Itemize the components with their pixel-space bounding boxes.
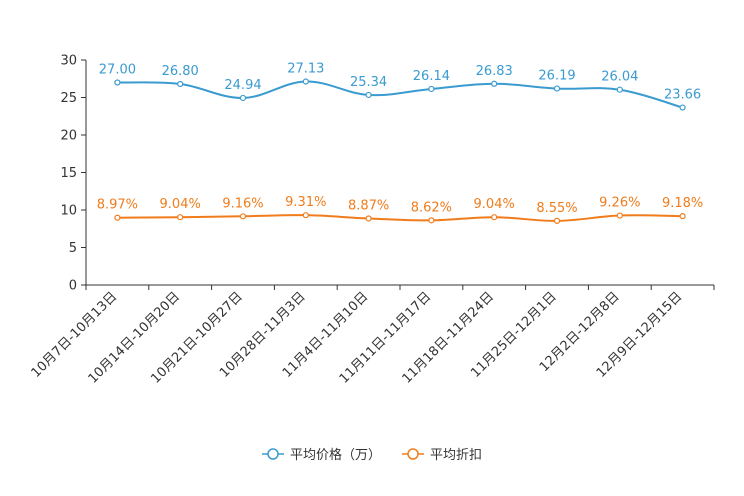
data-label: 27.00 bbox=[99, 63, 136, 78]
y-tick-label: 5 bbox=[69, 241, 77, 256]
legend-marker-icon bbox=[407, 448, 419, 460]
data-label: 26.14 bbox=[413, 69, 450, 84]
data-label: 27.13 bbox=[287, 62, 324, 77]
data-label: 8.62% bbox=[411, 200, 452, 215]
y-tick-label: 0 bbox=[69, 279, 77, 294]
data-point[interactable] bbox=[491, 214, 498, 221]
data-point[interactable] bbox=[491, 80, 498, 87]
data-label: 8.55% bbox=[536, 201, 577, 216]
data-label: 9.26% bbox=[599, 196, 640, 211]
legend-item-1[interactable]: 平均价格（万） bbox=[262, 447, 381, 463]
y-tick-label: 20 bbox=[60, 129, 77, 144]
data-point[interactable] bbox=[239, 94, 247, 102]
data-label: 26.19 bbox=[538, 69, 575, 84]
legend-marker-icon bbox=[267, 448, 279, 460]
legend-label: 平均价格（万） bbox=[290, 447, 381, 463]
data-point[interactable] bbox=[365, 215, 372, 222]
data-label: 26.04 bbox=[601, 70, 638, 85]
data-point[interactable] bbox=[428, 217, 435, 224]
data-label: 9.18% bbox=[662, 196, 703, 211]
series-1: 27.00 26.80 24.94 27.13 25.34 26.14 26.83 26.19… bbox=[99, 62, 701, 111]
data-point[interactable] bbox=[553, 85, 561, 92]
data-label: 8.87% bbox=[348, 198, 389, 213]
series-layer: 27.00 26.80 24.94 27.13 25.34 26.14 26.83 26.19… bbox=[97, 62, 703, 224]
series-line bbox=[117, 214, 683, 222]
data-label: 23.66 bbox=[664, 88, 701, 103]
data-point[interactable] bbox=[302, 78, 309, 85]
data-point[interactable] bbox=[679, 213, 686, 220]
legend-item-2[interactable]: 平均折扣 bbox=[402, 448, 482, 463]
data-point[interactable] bbox=[177, 214, 184, 221]
data-point[interactable] bbox=[679, 104, 686, 111]
series-2: 8.97% 9.04% 9.16% 9.31% 8.87% 8.62% 9.04% 8.55%… bbox=[97, 195, 703, 224]
data-point[interactable] bbox=[428, 85, 435, 93]
data-label: 8.97% bbox=[97, 198, 138, 213]
data-label: 26.83 bbox=[476, 64, 513, 79]
data-label: 24.94 bbox=[224, 78, 261, 93]
data-point[interactable] bbox=[114, 79, 121, 86]
series-line bbox=[117, 80, 683, 109]
legend[interactable]: 平均价格（万） 平均折扣 bbox=[262, 447, 482, 463]
axes: 05101520253010月7日-10月13日10月14日-10月20日10月… bbox=[29, 54, 715, 387]
data-label: 9.16% bbox=[222, 196, 263, 211]
data-point[interactable] bbox=[616, 212, 623, 219]
y-tick-label: 30 bbox=[60, 54, 77, 69]
data-point[interactable] bbox=[616, 86, 623, 93]
data-label: 9.04% bbox=[474, 197, 515, 212]
data-label: 9.31% bbox=[285, 195, 326, 210]
data-label: 9.04% bbox=[160, 197, 201, 212]
data-label: 26.80 bbox=[162, 64, 199, 79]
legend-label: 平均折扣 bbox=[430, 448, 482, 463]
data-point[interactable] bbox=[553, 217, 561, 224]
y-tick-label: 10 bbox=[60, 204, 77, 219]
data-point[interactable] bbox=[365, 91, 372, 99]
y-tick-label: 25 bbox=[60, 91, 77, 106]
y-tick-label: 15 bbox=[60, 166, 77, 181]
data-point[interactable] bbox=[239, 213, 247, 220]
data-point[interactable] bbox=[177, 80, 184, 88]
data-label: 25.34 bbox=[350, 75, 387, 90]
data-point[interactable] bbox=[114, 214, 121, 221]
data-point[interactable] bbox=[302, 212, 309, 219]
